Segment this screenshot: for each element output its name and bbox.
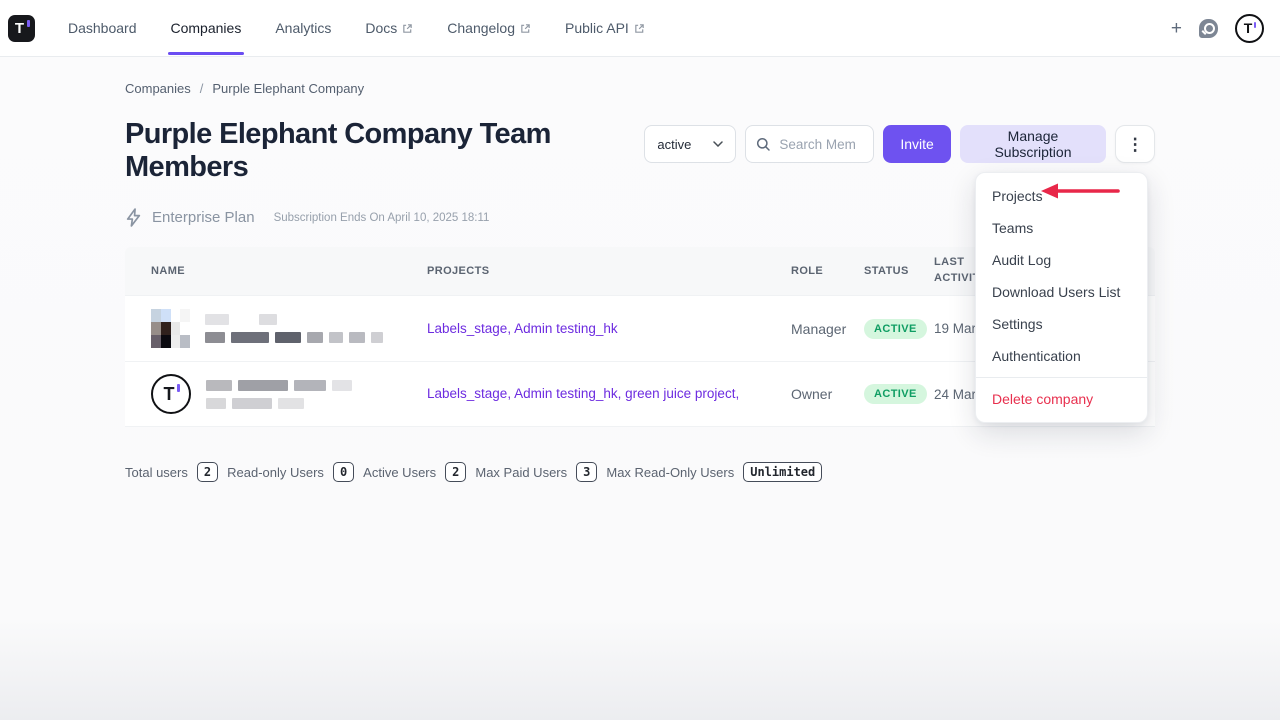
stat-max-readonly-users: Max Read-Only Users Unlimited [606,462,823,483]
search-icon[interactable] [1199,18,1218,38]
user-stats-bar: Total users 2 Read-only Users 0 Active U… [125,462,1155,483]
more-options-button[interactable]: ⋮ [1115,125,1155,163]
external-link-icon [521,23,530,33]
col-header-role: ROLE [791,265,824,278]
member-status-cell: ACTIVE [864,318,934,339]
member-name-cell: T [125,374,427,415]
page-header: Purple Elephant Company Team Members act… [125,118,1155,184]
kebab-menu-icon: ⋮ [1126,134,1144,154]
nav-item-companies[interactable]: Companies [154,0,259,57]
nav-item-dashboard[interactable]: Dashboard [68,20,137,36]
nav-item-analytics[interactable]: Analytics [275,20,332,36]
external-link-icon [403,23,413,33]
app-logo[interactable]: T [8,14,35,42]
member-projects-links[interactable]: Labels_stage, Admin testing_hk [427,320,618,336]
member-role: Owner [791,386,833,403]
page-title: Purple Elephant Company Team Members [125,118,551,184]
member-avatar: T [151,374,191,415]
stat-value: Unlimited [743,462,823,483]
redacted-name [206,379,352,409]
status-filter-value: active [657,136,692,152]
manage-subscription-button[interactable]: Manage Subscription [959,125,1107,163]
breadcrumb-companies[interactable]: Companies [125,81,191,96]
header-controls: active Invite Manage Subscription ⋮ [644,118,1155,184]
menu-item-delete-company[interactable]: Delete company [992,391,1094,407]
status-badge: ACTIVE [864,384,927,405]
col-header-projects: PROJECTS [427,265,490,278]
stat-value: 2 [445,462,467,483]
redacted-avatar [151,309,190,349]
breadcrumb-current-company[interactable]: Purple Elephant Company [212,81,365,96]
external-link-icon [635,23,644,33]
stat-value: 2 [196,462,219,483]
stat-readonly-users: Read-only Users 0 [227,462,355,483]
redacted-name [205,314,383,344]
add-icon[interactable]: + [1170,17,1182,39]
stat-value: 0 [332,462,355,483]
col-header-last-activity: LAST ACTIVITY [934,256,988,285]
app-logo-tick [27,19,30,27]
member-role: Manager [791,320,847,337]
nav-item-changelog[interactable]: Changelog [430,0,548,57]
menu-item-download-users-list[interactable]: Download Users List [992,284,1121,300]
stat-total-users: Total users 2 [125,462,219,483]
member-status-cell: ACTIVE [864,384,934,405]
company-options-menu: Projects Teams Audit Log Download Users … [975,172,1148,423]
nav-item-docs[interactable]: Docs [348,0,430,57]
col-header-status: STATUS [864,265,909,278]
user-avatar[interactable]: T [1235,13,1264,43]
member-name-cell [125,309,427,349]
menu-item-teams[interactable]: Teams [992,220,1034,236]
nav-items: Dashboard Companies Analytics Docs Chang… [51,0,662,57]
member-last-activity: 19 Mar [934,321,977,337]
plan-name: Enterprise Plan [152,209,255,227]
main-content: Companies / Purple Elephant Company Purp… [0,57,1155,483]
col-header-name: NAME [151,265,185,278]
top-navigation: T Dashboard Companies Analytics Docs Cha… [0,0,1280,57]
stat-value: 3 [576,462,598,483]
breadcrumb-separator: / [199,81,204,96]
subscription-end-note: Subscription Ends On April 10, 2025 18:1… [273,211,490,224]
menu-item-settings[interactable]: Settings [992,316,1043,332]
status-filter-select[interactable]: active [644,125,737,163]
search-members-input[interactable] [779,136,864,152]
member-last-activity: 24 Mar [934,386,977,402]
member-projects-links[interactable]: Labels_stage, Admin testing_hk, green ju… [427,386,740,402]
search-members-box [745,125,875,163]
menu-item-projects[interactable]: Projects [992,188,1043,204]
lightning-bolt-icon [126,208,141,227]
status-badge: ACTIVE [864,318,927,339]
members-table: NAME PROJECTS ROLE STATUS LAST ACTIVITY … [125,247,1155,428]
menu-divider [976,377,1147,378]
stat-active-users: Active Users 2 [363,462,467,483]
menu-item-authentication[interactable]: Authentication [992,348,1081,364]
nav-item-public-api[interactable]: Public API [548,0,662,57]
invite-button[interactable]: Invite [883,125,951,163]
nav-right-actions: + T [1170,13,1270,43]
app-logo-letter: T [14,19,25,37]
magnifier-icon [757,137,771,151]
plan-row: Enterprise Plan Subscription Ends On Apr… [125,208,1155,227]
menu-item-audit-log[interactable]: Audit Log [992,252,1052,268]
chevron-down-icon [713,141,724,147]
stat-max-paid-users: Max Paid Users 3 [475,462,598,483]
breadcrumb: Companies / Purple Elephant Company [125,81,1155,96]
